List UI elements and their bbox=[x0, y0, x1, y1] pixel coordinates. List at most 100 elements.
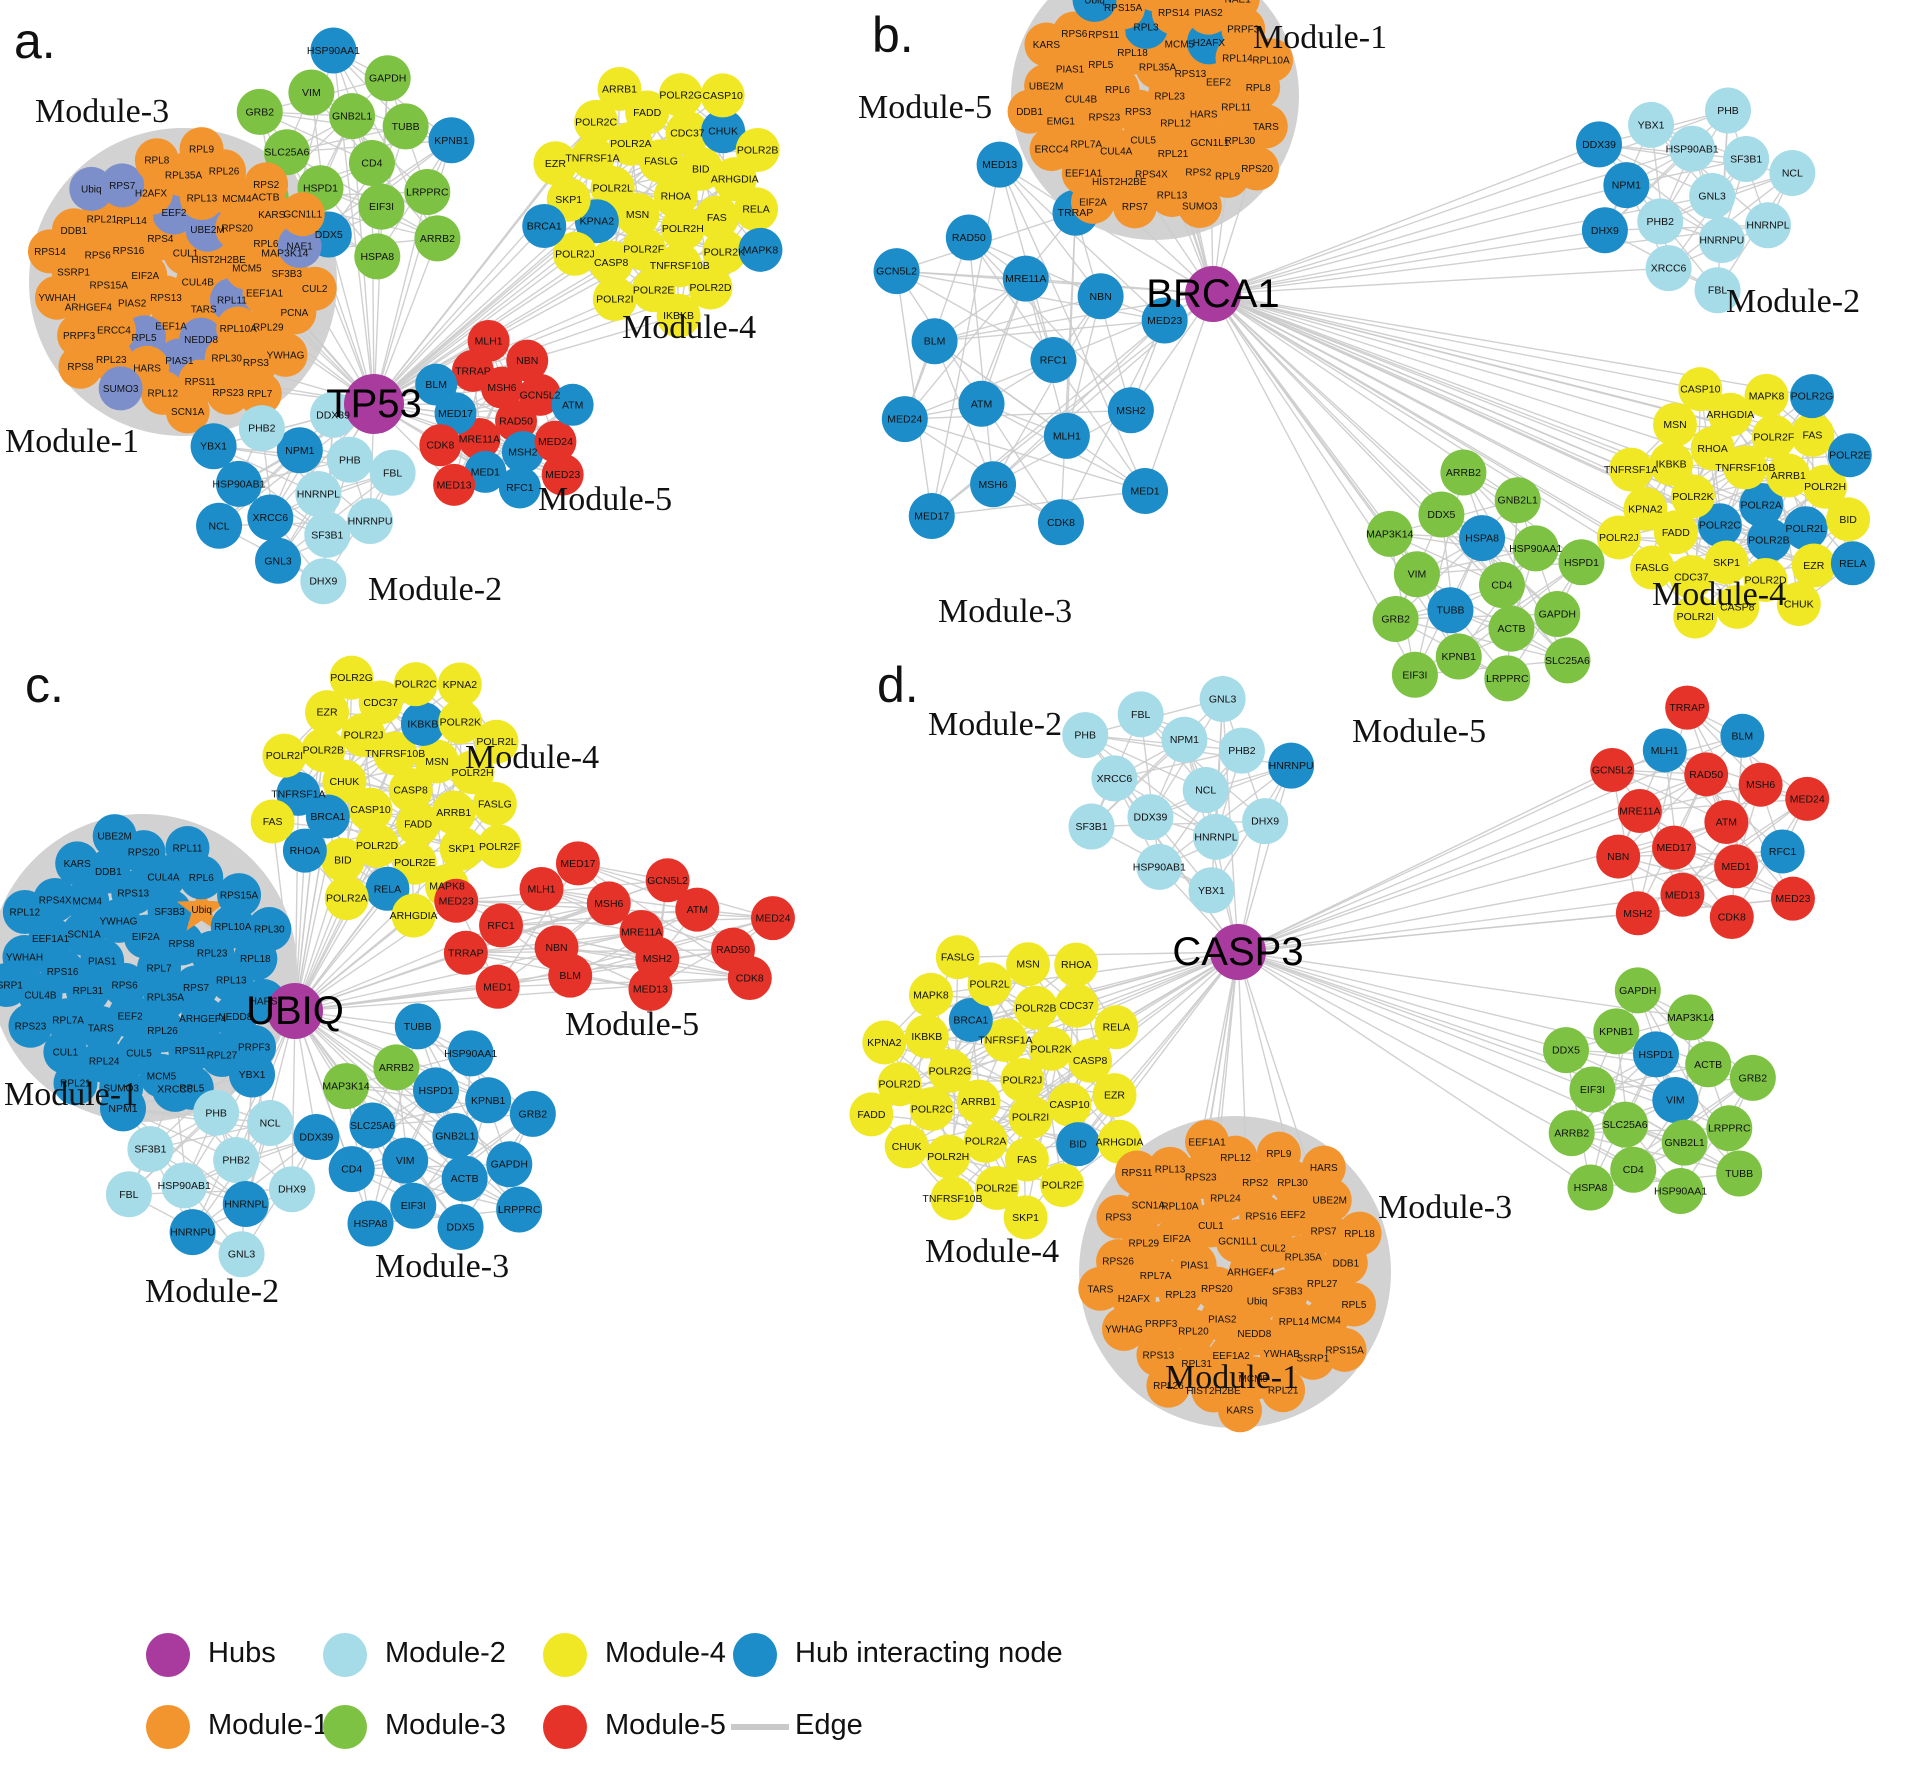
node-RPS11[interactable] bbox=[1115, 1150, 1160, 1195]
node-RAD50[interactable] bbox=[1684, 752, 1729, 797]
node-GNB2L1[interactable] bbox=[432, 1113, 479, 1159]
node-FAS[interactable] bbox=[1790, 412, 1835, 457]
node-LRPPRC[interactable] bbox=[404, 168, 451, 215]
node-FADD[interactable] bbox=[1653, 510, 1698, 555]
node-KPNB1[interactable] bbox=[428, 117, 475, 164]
node-TARS[interactable] bbox=[1078, 1266, 1123, 1311]
node-ARRB1[interactable] bbox=[431, 790, 476, 835]
node-POLR2B[interactable] bbox=[1013, 985, 1058, 1030]
node-POLR2I[interactable] bbox=[1673, 594, 1718, 639]
hub-BRCA1[interactable] bbox=[1185, 266, 1241, 322]
node-KARS[interactable] bbox=[1024, 22, 1069, 67]
node-RPL21[interactable] bbox=[1261, 1368, 1306, 1413]
node-MED13[interactable] bbox=[976, 141, 1023, 188]
node-HSPA8[interactable] bbox=[354, 233, 401, 280]
node-POLR2A[interactable] bbox=[963, 1118, 1008, 1163]
node-CHUK[interactable] bbox=[701, 109, 746, 154]
node-RELA[interactable] bbox=[734, 187, 779, 232]
node-HSP90AA1[interactable] bbox=[447, 1030, 494, 1077]
node-TUBB[interactable] bbox=[1716, 1150, 1763, 1197]
node-RPL5[interactable] bbox=[1331, 1282, 1376, 1327]
node-EIF3I[interactable] bbox=[358, 183, 405, 230]
node-POLR2B[interactable] bbox=[1746, 518, 1791, 563]
node-CASP8[interactable] bbox=[1068, 1038, 1113, 1083]
node-ATM[interactable] bbox=[675, 887, 720, 932]
node-RPL7[interactable] bbox=[237, 371, 282, 416]
node-PHB2[interactable] bbox=[213, 1137, 260, 1183]
node-POLR2I[interactable] bbox=[592, 277, 637, 322]
node-PHB2[interactable] bbox=[1218, 727, 1265, 774]
node-GCN5L2[interactable] bbox=[645, 858, 690, 903]
node-IKBKB[interactable] bbox=[1649, 441, 1694, 486]
node-GRB2[interactable] bbox=[1372, 596, 1419, 643]
node-TARS[interactable] bbox=[1243, 104, 1288, 149]
node-YBX1[interactable] bbox=[1188, 867, 1235, 914]
node-TNFRSF1A[interactable] bbox=[276, 771, 321, 816]
node-DDX5[interactable] bbox=[1418, 491, 1465, 538]
node-SLC25A6[interactable] bbox=[263, 129, 310, 176]
node-MED13[interactable] bbox=[1660, 872, 1705, 917]
node-ARHGDIA[interactable] bbox=[1708, 392, 1753, 437]
node-RFC1[interactable] bbox=[1030, 337, 1077, 383]
node-MED17[interactable] bbox=[908, 492, 955, 539]
node-POLR2A[interactable] bbox=[1739, 483, 1784, 527]
node-POLR2J[interactable] bbox=[341, 713, 386, 758]
node-POLR2K[interactable] bbox=[438, 700, 483, 745]
node-POLR2J[interactable] bbox=[1596, 515, 1641, 560]
node-HSPD1[interactable] bbox=[1633, 1031, 1680, 1078]
node-HSPD1[interactable] bbox=[413, 1067, 460, 1114]
node-KPNA2[interactable] bbox=[1623, 486, 1668, 531]
node-KPNA2[interactable] bbox=[862, 1020, 907, 1065]
node-GRB2[interactable] bbox=[236, 88, 283, 135]
node-FBL[interactable] bbox=[105, 1171, 152, 1218]
node-EIF2A[interactable] bbox=[1070, 179, 1115, 224]
node-HSPD1[interactable] bbox=[1558, 539, 1605, 586]
node-Ubiq[interactable] bbox=[69, 166, 114, 211]
node-EZR[interactable] bbox=[1791, 543, 1836, 588]
node-CD4[interactable] bbox=[348, 140, 395, 186]
node-POLR2D[interactable] bbox=[355, 823, 400, 868]
node-EEF1A1[interactable] bbox=[1185, 1119, 1230, 1164]
node-FAS[interactable] bbox=[1004, 1137, 1049, 1182]
node-MED23[interactable] bbox=[1770, 876, 1815, 921]
node-MED24[interactable] bbox=[750, 896, 795, 941]
node-CASP8[interactable] bbox=[388, 768, 433, 812]
node-POLR2K[interactable] bbox=[1670, 474, 1715, 519]
node-YWHAH[interactable] bbox=[34, 275, 79, 320]
node-CUL2[interactable] bbox=[292, 266, 337, 311]
node-RPS3[interactable] bbox=[1096, 1194, 1141, 1239]
node-MRE11A[interactable] bbox=[1617, 789, 1662, 834]
node-CASP10[interactable] bbox=[700, 73, 745, 118]
node-YWHAG[interactable] bbox=[263, 332, 308, 377]
node-POLR2K[interactable] bbox=[1029, 1026, 1074, 1071]
node-DDX39[interactable] bbox=[293, 1114, 340, 1161]
node-SF3B1[interactable] bbox=[304, 511, 351, 558]
node-HSP90AA1[interactable] bbox=[310, 27, 357, 74]
node-NAE1[interactable] bbox=[277, 224, 322, 269]
node-TNFRSF1A[interactable] bbox=[1609, 447, 1654, 492]
node-HSPA8[interactable] bbox=[1567, 1164, 1614, 1211]
node-MSN[interactable] bbox=[1006, 942, 1051, 987]
node-RELA[interactable] bbox=[1094, 1005, 1139, 1050]
node-EIF3I[interactable] bbox=[1391, 651, 1438, 698]
node-SCN1A[interactable] bbox=[165, 389, 210, 434]
node-NBN[interactable] bbox=[1077, 273, 1124, 320]
node-GNB2L1[interactable] bbox=[1661, 1119, 1708, 1166]
node-POLR2B[interactable] bbox=[735, 127, 780, 172]
node-DHX9[interactable] bbox=[268, 1166, 315, 1213]
node-MED1[interactable] bbox=[475, 964, 520, 1009]
node-YBX1[interactable] bbox=[190, 423, 237, 470]
node-SF3B1[interactable] bbox=[1723, 136, 1770, 183]
node-KPNB1[interactable] bbox=[465, 1077, 512, 1124]
node-FASLG[interactable] bbox=[1630, 545, 1675, 590]
node-TNFRSF1A[interactable] bbox=[570, 136, 615, 181]
hub-CASP3[interactable] bbox=[1210, 924, 1266, 980]
node-MSN[interactable] bbox=[1653, 402, 1698, 447]
node-HSP90AB1[interactable] bbox=[1669, 125, 1716, 172]
node-RPL10A[interactable] bbox=[1249, 38, 1294, 83]
node-RPS2[interactable] bbox=[244, 162, 289, 207]
node-TUBB[interactable] bbox=[1427, 587, 1474, 634]
node-GNB2L1[interactable] bbox=[329, 93, 376, 140]
node-RPS15A[interactable] bbox=[1322, 1327, 1367, 1372]
node-HSP90AA1[interactable] bbox=[1512, 525, 1559, 572]
